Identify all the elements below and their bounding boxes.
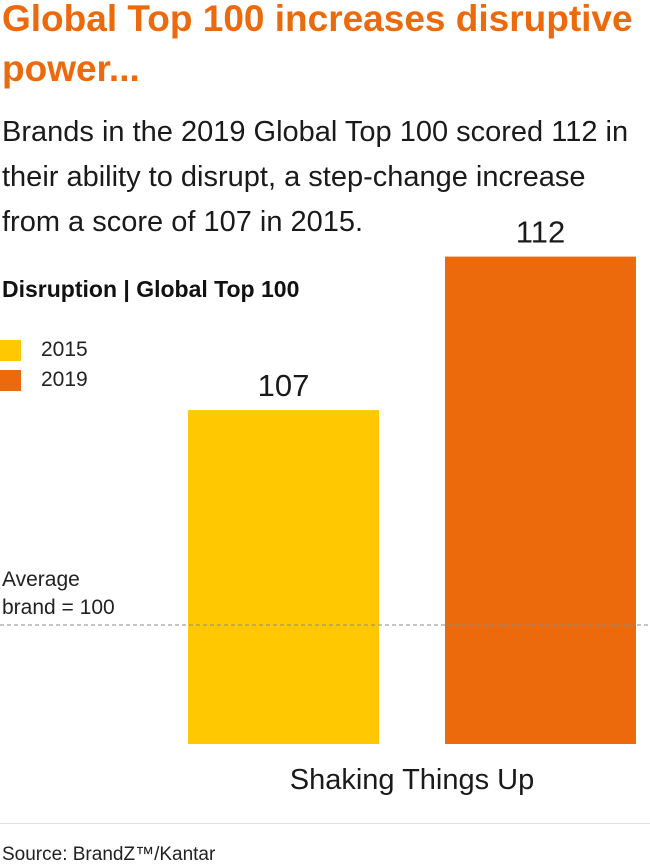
headline: Global Top 100 increases disruptive powe… (2, 0, 633, 89)
bar-value-label-2019: 112 (516, 215, 565, 250)
source-note: Source: BrandZ™/Kantar (2, 844, 216, 865)
average-label-line2: brand = 100 (2, 596, 115, 619)
average-label-line1: Average (2, 568, 80, 591)
bar-2019 (445, 256, 636, 744)
legend: 2015 2019 (0, 335, 88, 395)
legend-label-2015: 2015 (41, 338, 88, 361)
divider (0, 823, 650, 824)
bar-2015 (188, 410, 379, 744)
legend-swatch-2019 (0, 369, 21, 391)
legend-item-2015: 2015 (0, 335, 88, 365)
average-line-label: Average brand = 100 (2, 566, 115, 622)
legend-item-2019: 2019 (0, 365, 88, 395)
bar-value-label-2015: 107 (258, 368, 310, 403)
legend-label-2019: 2019 (41, 368, 88, 391)
legend-swatch-2015 (0, 339, 21, 361)
lead-paragraph: Brands in the 2019 Global Top 100 scored… (2, 116, 629, 238)
chart-title: Disruption | Global Top 100 (2, 276, 300, 302)
category-label: Shaking Things Up (290, 764, 535, 796)
